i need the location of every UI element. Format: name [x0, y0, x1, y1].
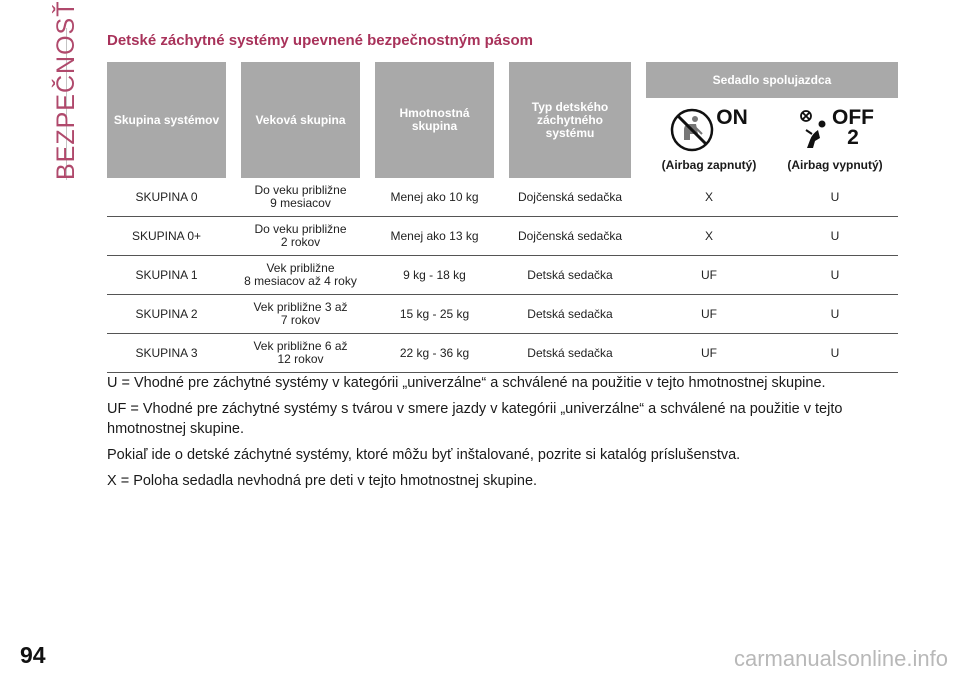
airbag-off-number: 2	[847, 126, 859, 149]
note-u: U = Vhodné pre záchytné systémy v kategó…	[107, 375, 826, 391]
airbag-off-label: (Airbag vypnutý)	[787, 158, 883, 172]
table-row: SKUPINA 0 Do veku približne 9 mesiacov Men…	[107, 178, 899, 217]
row-age: Vek približne 3 až 7 rokov	[241, 295, 360, 334]
table-row: SKUPINA 2 Vek približne 3 až 7 rokov 15 kg…	[107, 295, 899, 334]
airbag-on-word: ON	[716, 106, 748, 129]
airbag-on-icon	[671, 108, 714, 152]
row-airbag-off: U	[772, 217, 899, 256]
header-airbag-off: OFF 2 (Airbag vypnutý)	[772, 100, 899, 178]
row-type: Dojčenská sedačka	[509, 217, 631, 256]
sidebar-divider	[66, 28, 67, 180]
note-uf: UF = Vhodné pre záchytné systémy s tváro…	[107, 401, 843, 437]
row-airbag-off: U	[772, 334, 899, 373]
row-age: Do veku približne 9 mesiacov	[241, 178, 360, 217]
airbag-off-word: OFF	[832, 106, 874, 129]
row-age: Do veku približne 2 rokov	[241, 217, 360, 256]
notes: U = Vhodné pre záchytné systémy v kategó…	[107, 373, 902, 497]
child-restraint-table: Skupina systémov Veková skupina Hmotnost…	[107, 62, 899, 373]
header-age: Veková skupina	[241, 62, 360, 178]
row-type: Detská sedačka	[509, 295, 631, 334]
header-type: Typ detského záchytného systému	[509, 62, 631, 178]
airbag-off-icon	[800, 110, 826, 148]
row-weight: Menej ako 10 kg	[375, 178, 494, 217]
table-row: SKUPINA 1 Vek približne 8 mesiacov až 4 r…	[107, 256, 899, 295]
header-group: Skupina systémov	[107, 62, 226, 178]
row-group: SKUPINA 0	[107, 178, 226, 217]
row-airbag-on: UF	[646, 256, 772, 295]
note-accessories: Pokiaľ ide o detské záchytné systémy, kt…	[107, 447, 741, 463]
row-airbag-off: U	[772, 295, 899, 334]
footer-watermark: carmanualsonline.info	[733, 646, 948, 671]
row-group: SKUPINA 1	[107, 256, 226, 295]
row-airbag-on: UF	[646, 295, 772, 334]
row-airbag-on: X	[646, 217, 772, 256]
section-label: BEZPEČNOSŤ	[52, 0, 80, 180]
row-airbag-off: U	[772, 178, 899, 217]
row-airbag-on: X	[646, 178, 772, 217]
page-title: Detské záchytné systémy upevnené bezpečn…	[107, 32, 533, 49]
table-body: SKUPINA 0 Do veku približne 9 mesiacov Men…	[107, 178, 899, 373]
row-age: Vek približne 6 až 12 rokov	[241, 334, 360, 373]
row-group: SKUPINA 3	[107, 334, 226, 373]
header-airbag-on: ON (Airbag zapnutý)	[646, 100, 772, 178]
row-type: Dojčenská sedačka	[509, 178, 631, 217]
row-weight: 15 kg - 25 kg	[375, 295, 494, 334]
header-weight: Hmotnostná skupina	[375, 62, 494, 178]
page-number: 94	[20, 642, 46, 668]
note-x: X = Poloha sedadla nevhodná pre deti v t…	[107, 473, 538, 489]
row-weight: 22 kg - 36 kg	[375, 334, 494, 373]
airbag-on-label: (Airbag zapnutý)	[661, 158, 757, 172]
row-airbag-on: UF	[646, 334, 772, 373]
row-weight: 9 kg - 18 kg	[375, 256, 494, 295]
row-group: SKUPINA 0+	[107, 217, 226, 256]
table-row: SKUPINA 0+ Do veku približne 2 rokov Menej…	[107, 217, 899, 256]
row-airbag-off: U	[772, 256, 899, 295]
table-row: SKUPINA 3 Vek približne 6 až 12 rokov 22 k…	[107, 334, 899, 373]
row-type: Detská sedačka	[509, 256, 631, 295]
row-age: Vek približne 8 mesiacov až 4 roky	[241, 256, 360, 295]
row-weight: Menej ako 13 kg	[375, 217, 494, 256]
row-type: Detská sedačka	[509, 334, 631, 373]
header-seat: Sedadlo spolujazdca	[646, 62, 899, 100]
row-group: SKUPINA 2	[107, 295, 226, 334]
